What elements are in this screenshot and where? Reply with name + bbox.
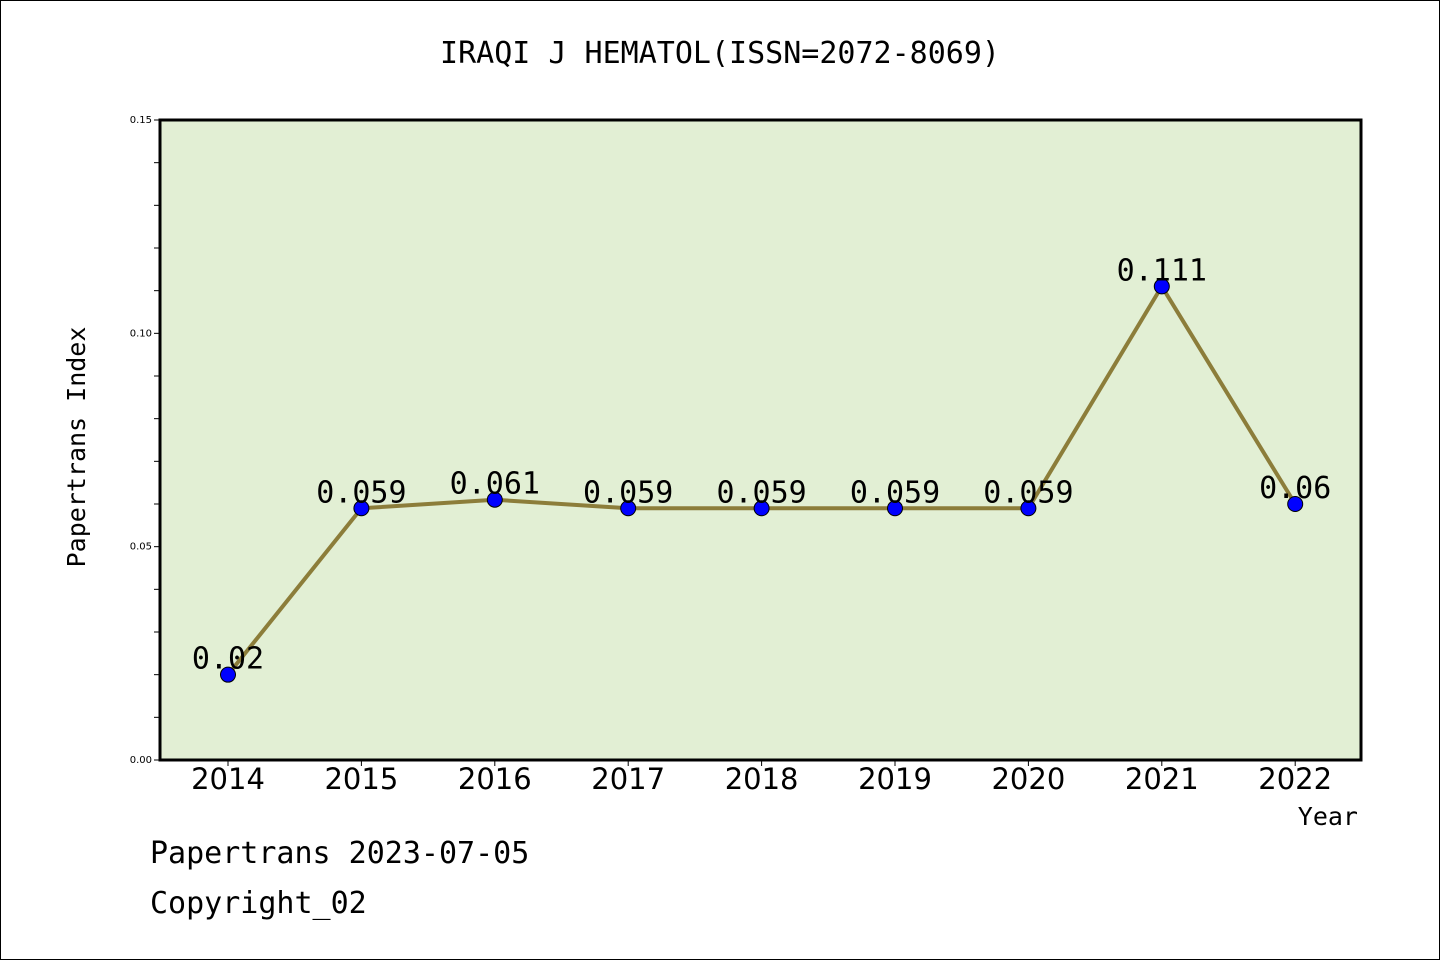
data-label: 0.059 [716, 475, 806, 510]
data-label: 0.059 [983, 475, 1073, 510]
x-tick-label: 2019 [858, 762, 932, 796]
x-tick-label: 2017 [591, 762, 665, 796]
x-tick-label: 2015 [324, 762, 398, 796]
x-tick-label: 2021 [1125, 762, 1199, 796]
data-label: 0.111 [1117, 253, 1207, 288]
x-tick-label: 2014 [191, 762, 265, 796]
data-point [486, 491, 503, 508]
data-point [220, 666, 236, 683]
data-label: 0.06 [1259, 471, 1331, 506]
data-label: 0.059 [850, 475, 940, 510]
data-markers [220, 278, 1304, 683]
data-point [620, 500, 637, 517]
x-axis-label: Year [1298, 802, 1358, 831]
plot-area [158, 118, 1363, 762]
data-point [1153, 278, 1170, 295]
data-label: 0.059 [583, 475, 673, 510]
chart-title: IRAQI J HEMATOL(ISSN=2072-8069) [440, 36, 1000, 71]
data-point [1287, 496, 1304, 512]
y-tick-label: 0.15 [130, 115, 152, 126]
data-labels: 0.02 0.059 0.061 0.059 0.059 0.059 0.059 0.111 0… [192, 253, 1331, 676]
x-axis-ticks: 2014 2015 2016 2017 2018 2019 2020 2021 2022 [191, 760, 1332, 796]
data-label: 0.061 [450, 467, 540, 502]
data-point [353, 500, 370, 517]
data-label: 0.02 [192, 642, 264, 677]
y-tick-label: 0.05 [130, 542, 152, 553]
data-point [753, 500, 770, 517]
footer-date: Papertrans 2023-07-05 [150, 836, 530, 871]
y-axis-ticks: 0.00 0.05 0.10 0.15 [130, 115, 160, 766]
data-point [887, 500, 903, 517]
x-tick-label: 2020 [991, 762, 1065, 796]
data-label: 0.059 [316, 475, 406, 510]
x-tick-label: 2018 [725, 762, 799, 796]
footer-copyright: Copyright_02 [150, 886, 367, 921]
x-tick-label: 2022 [1258, 762, 1332, 796]
y-tick-label: 0.00 [130, 755, 152, 766]
data-point [1020, 500, 1037, 517]
y-tick-label: 0.10 [130, 328, 152, 339]
y-axis-label: Papertrans Index [62, 327, 91, 568]
x-tick-label: 2016 [458, 762, 532, 796]
